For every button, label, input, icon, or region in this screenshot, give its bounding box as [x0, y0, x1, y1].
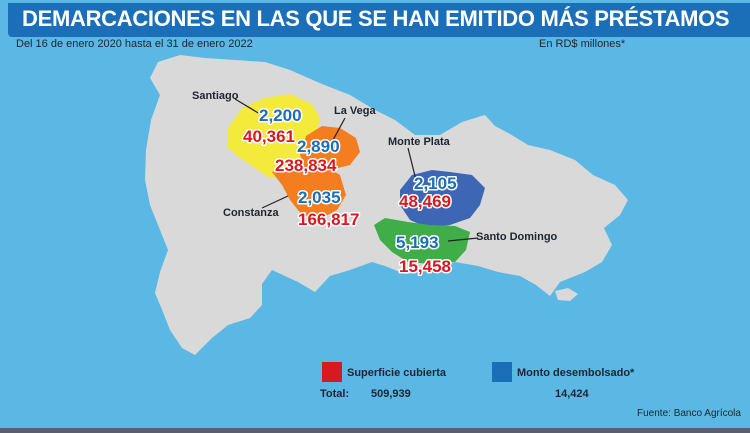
infographic-title: DEMARCACIONES EN LAS QUE SE HAN EMITIDO …: [22, 6, 730, 31]
value-coverage-monte-plata: 48,469: [399, 192, 451, 211]
value-disbursed-santo-domingo: 5,193: [396, 233, 439, 252]
region-constanza[interactable]: [272, 165, 346, 218]
leader-line-monte-plata: [407, 147, 417, 181]
period-text: Del 16 de enero 2020 hasta el 31 de ener…: [16, 38, 253, 50]
title-bar: DEMARCACIONES EN LAS QUE SE HAN EMITIDO …: [8, 3, 750, 37]
region-santo-domingo[interactable]: [374, 218, 470, 264]
value-disbursed-la-vega: 2,890: [297, 137, 340, 156]
bottom-rule: [0, 428, 750, 433]
value-coverage-santiago: 40,361: [243, 127, 295, 146]
leader-line-santo-domingo: [447, 237, 479, 242]
label-santiago: Santiago: [192, 90, 239, 102]
value-disbursed-constanza: 2,035: [298, 188, 341, 207]
source-text: Fuente: Banco Agrícola: [637, 408, 741, 419]
value-coverage-constanza: 166,817: [298, 210, 359, 229]
total-coverage-value: 509,939: [371, 388, 411, 400]
region-la-vega[interactable]: [300, 126, 360, 170]
total-label: Total:: [320, 388, 350, 400]
region-monte-plata[interactable]: [400, 170, 485, 228]
legend-label-disbursed: Monto desembolsado*: [517, 367, 635, 379]
value-disbursed-santiago: 2,200: [259, 106, 302, 125]
region-santiago[interactable]: [228, 94, 320, 178]
legend-swatch-disbursed: [492, 362, 512, 382]
value-coverage-la-vega: 238,834: [275, 156, 337, 175]
leader-line-constanza: [261, 195, 289, 209]
value-coverage-santo-domingo: 15,458: [399, 257, 451, 276]
label-constanza: Constanza: [223, 207, 280, 219]
units-text: En RD$ millones*: [539, 38, 626, 50]
islet-shape: [555, 288, 578, 301]
value-disbursed-monte-plata: 2,105: [414, 174, 457, 193]
legend-label-coverage: Superficie cubierta: [347, 367, 447, 379]
total-disbursed-value: 14,424: [555, 388, 589, 400]
label-santo-domingo: Santo Domingo: [476, 231, 558, 243]
leader-line-santiago: [234, 98, 261, 115]
label-monte-plata: Monte Plata: [388, 136, 451, 148]
legend-swatch-coverage: [322, 362, 342, 382]
leader-line-la-vega: [332, 117, 346, 141]
label-la-vega: La Vega: [334, 105, 376, 117]
peninsula-shape: [440, 126, 540, 158]
